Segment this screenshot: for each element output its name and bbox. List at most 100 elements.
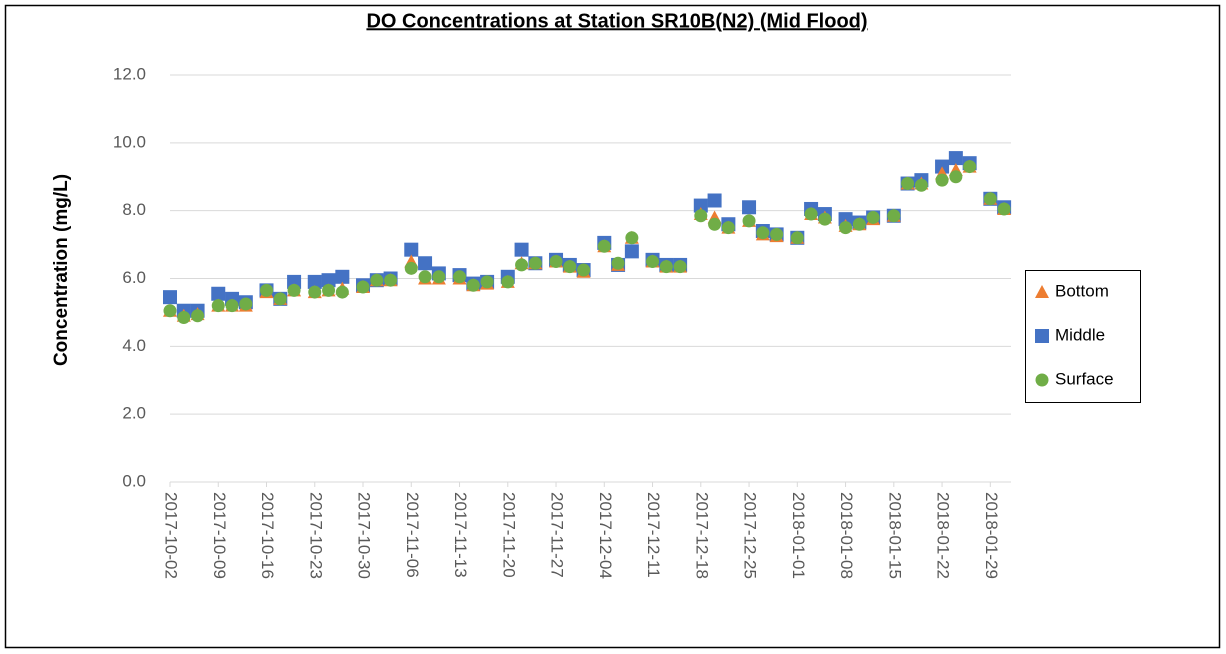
point	[453, 270, 467, 284]
point	[770, 227, 784, 241]
legend-label: Middle	[1055, 325, 1105, 344]
point	[404, 261, 418, 275]
point	[901, 177, 915, 191]
point	[597, 239, 611, 253]
point	[239, 297, 253, 311]
y-tick-label: 4.0	[122, 336, 146, 355]
point	[563, 260, 577, 274]
point	[611, 256, 625, 270]
point	[225, 299, 239, 313]
point	[839, 221, 853, 235]
point	[949, 170, 963, 184]
point	[418, 270, 432, 284]
x-tick-label: 2017-10-30	[355, 492, 374, 579]
point	[673, 260, 687, 274]
chart-frame	[4, 4, 1221, 649]
x-tick-label: 2017-10-02	[162, 492, 181, 579]
x-tick-label: 2017-12-11	[644, 492, 663, 578]
y-tick-label: 6.0	[122, 268, 146, 287]
point	[887, 209, 901, 223]
point	[756, 226, 770, 240]
legend-marker	[1035, 285, 1049, 298]
point	[790, 231, 804, 245]
point	[273, 292, 287, 306]
point	[260, 283, 274, 297]
point	[356, 280, 370, 294]
point	[466, 278, 480, 292]
x-tick-label: 2017-12-04	[596, 492, 615, 579]
point	[742, 214, 756, 228]
point	[177, 311, 191, 325]
x-tick-label: 2017-12-25	[741, 492, 760, 579]
legend-marker	[1035, 373, 1049, 387]
point	[963, 160, 977, 174]
x-tick-label: 2017-11-27	[548, 492, 567, 578]
point	[528, 256, 542, 270]
x-tick-label: 2017-12-18	[692, 492, 711, 579]
point	[418, 256, 433, 271]
point	[404, 242, 419, 257]
point	[480, 275, 494, 289]
point	[307, 274, 322, 289]
point	[659, 260, 673, 274]
point	[804, 207, 818, 221]
point	[191, 309, 205, 323]
point	[335, 285, 349, 299]
y-tick-label: 0.0	[122, 471, 146, 490]
point	[914, 178, 928, 192]
y-tick-label: 2.0	[122, 404, 146, 423]
point	[515, 258, 529, 272]
point	[163, 290, 177, 305]
point	[211, 299, 225, 313]
x-tick-label: 2017-10-09	[210, 492, 229, 579]
point	[707, 193, 722, 208]
legend-marker	[1035, 329, 1049, 343]
point	[721, 221, 735, 235]
point	[624, 244, 639, 259]
point	[211, 286, 226, 301]
point	[646, 255, 660, 269]
point	[321, 273, 336, 288]
point	[866, 210, 880, 224]
point	[287, 283, 301, 297]
point	[384, 273, 398, 287]
point	[549, 255, 563, 269]
point	[322, 283, 336, 297]
y-tick-label: 12.0	[113, 64, 146, 83]
x-tick-label: 2017-11-06	[403, 492, 422, 578]
x-tick-label: 2017-11-20	[499, 492, 518, 578]
point	[708, 217, 722, 231]
x-tick-label: 2018-01-22	[934, 492, 953, 579]
x-tick-label: 2018-01-29	[982, 492, 1001, 579]
point	[983, 192, 997, 206]
point	[514, 242, 529, 257]
point	[694, 209, 708, 223]
legend-label: Bottom	[1055, 281, 1109, 300]
y-tick-label: 8.0	[122, 200, 146, 219]
x-tick-label: 2018-01-15	[885, 492, 904, 579]
point	[308, 285, 322, 299]
point	[432, 270, 446, 284]
point	[693, 198, 708, 213]
point	[501, 275, 515, 289]
point	[742, 200, 757, 215]
point	[163, 304, 177, 318]
point	[370, 273, 384, 287]
point	[935, 173, 949, 187]
point	[335, 269, 350, 284]
point	[577, 263, 591, 277]
y-tick-label: 10.0	[113, 132, 146, 151]
chart-title: DO Concentrations at Station SR10B(N2) (…	[366, 10, 867, 32]
point	[852, 217, 866, 231]
point	[997, 202, 1011, 216]
x-tick-label: 2017-10-16	[258, 492, 277, 579]
x-tick-label: 2017-11-13	[451, 492, 470, 578]
legend-label: Surface	[1055, 369, 1114, 388]
point	[948, 151, 963, 166]
x-tick-label: 2018-01-01	[789, 492, 808, 579]
x-tick-label: 2018-01-08	[837, 492, 856, 579]
point	[818, 212, 832, 226]
point	[625, 231, 639, 245]
x-tick-label: 2017-10-23	[306, 492, 325, 579]
